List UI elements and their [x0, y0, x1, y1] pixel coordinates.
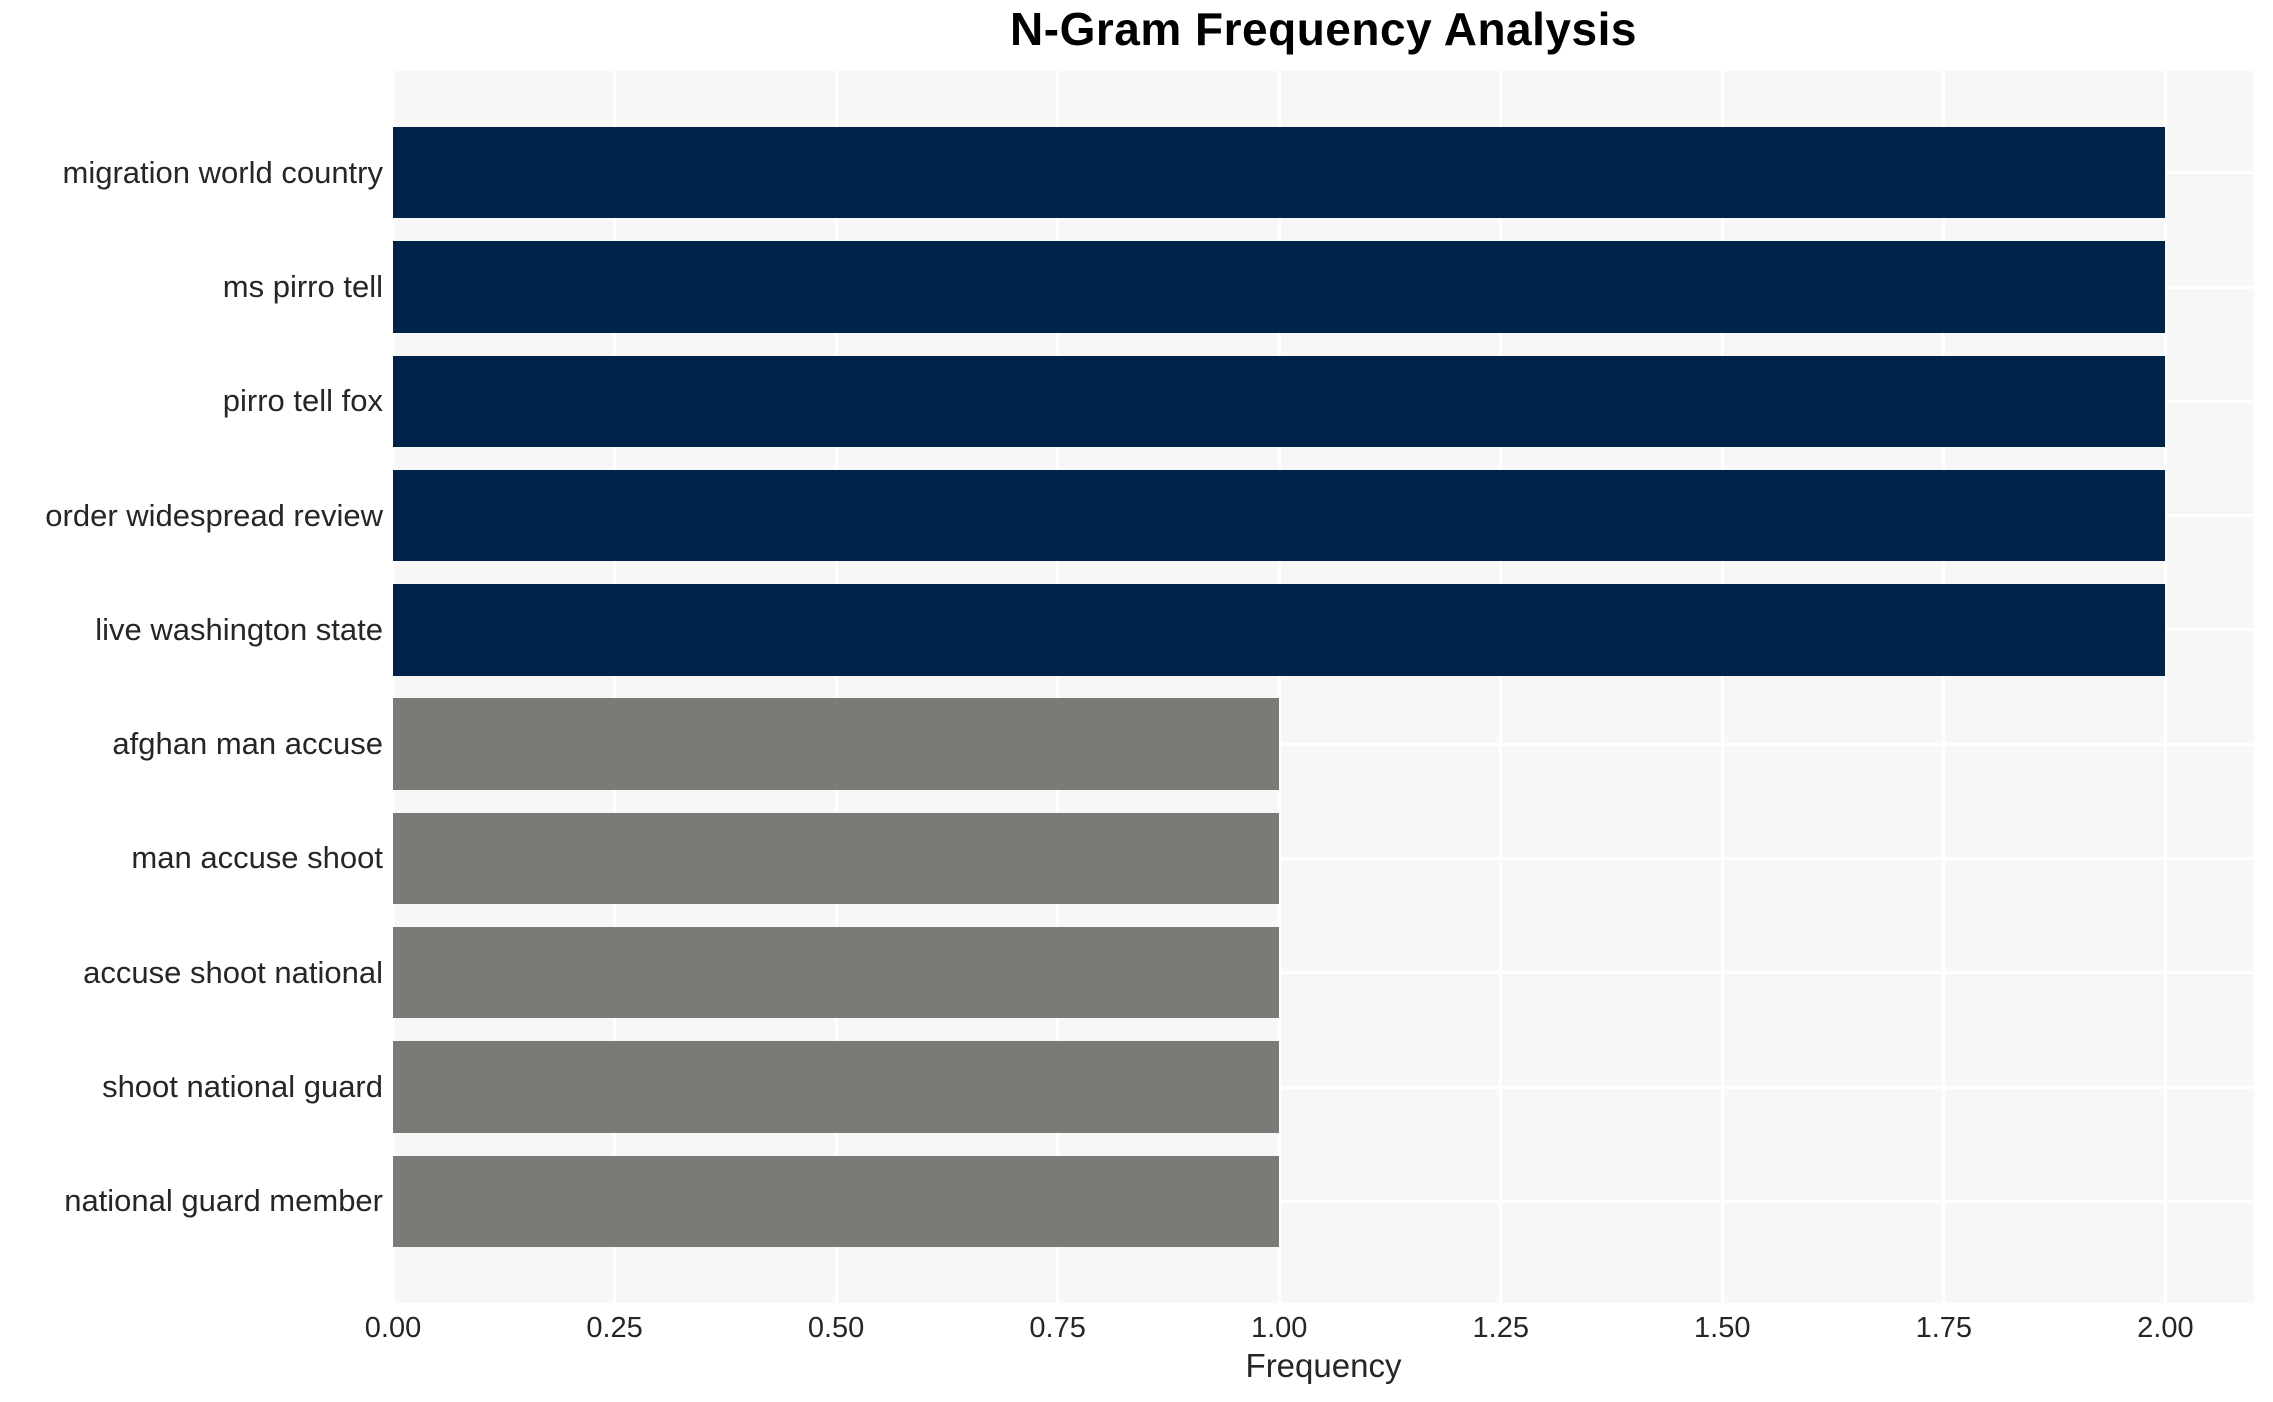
chart-title: N-Gram Frequency Analysis [1010, 3, 1637, 55]
bar [393, 469, 2166, 562]
x-axis-ticks: 0.00 0.25 0.50 0.75 1.00 1.25 1.50 1.75 2.00 [365, 1312, 2254, 1352]
y-tick-label: pirro tell fox [222, 383, 383, 419]
bar [393, 584, 2166, 676]
v-gridline [834, 71, 838, 1303]
v-gridline [1056, 71, 1060, 1303]
x-tick-label: 1.00 [1250, 1312, 1308, 1344]
h-gridline [393, 971, 2254, 975]
v-gridline [1499, 71, 1503, 1303]
x-tick-label: 0.25 [586, 1312, 643, 1344]
y-tick-label: shoot national guard [102, 1069, 383, 1104]
h-gridline [393, 742, 2254, 746]
v-gridline [1277, 71, 1281, 1303]
bar [393, 241, 2166, 333]
y-tick-label: national guard member [64, 1183, 383, 1219]
y-axis-labels: migration world country ms pirro tell pirr… [0, 71, 383, 1303]
bar [393, 1155, 1280, 1247]
bar [393, 698, 1280, 790]
bar [393, 355, 2166, 447]
y-tick-label: ms pirro tell [222, 269, 383, 304]
x-tick-label: 1.75 [1915, 1312, 1973, 1344]
y-tick-label: live washington state [95, 611, 383, 647]
y-tick-label: order widespread review [45, 497, 383, 533]
y-tick-label: accuse shoot national [83, 954, 383, 990]
y-tick-label: migration world country [62, 154, 383, 190]
y-tick-label: afghan man accuse [112, 726, 383, 762]
x-tick-label: 0.00 [364, 1312, 422, 1344]
bar [393, 812, 1280, 905]
x-tick-label: 0.50 [807, 1312, 865, 1344]
v-gridline [1942, 71, 1946, 1303]
x-tick-label: 1.25 [1472, 1312, 1529, 1344]
bar [393, 127, 2166, 219]
v-gridline [2163, 71, 2167, 1303]
v-gridline [613, 71, 617, 1303]
plot-area [391, 71, 2254, 1303]
y-tick-label: man accuse shoot [131, 840, 383, 876]
x-tick-label: 2.00 [2137, 1312, 2194, 1344]
v-gridline [391, 71, 395, 1303]
v-gridline [1720, 71, 1724, 1303]
x-tick-label: 1.50 [1694, 1312, 1751, 1344]
bar [393, 927, 1280, 1019]
h-gridline [393, 856, 2254, 860]
x-axis-label: Frequency [1245, 1347, 1402, 1384]
h-gridline [393, 1085, 2254, 1089]
bar [393, 1041, 1280, 1133]
x-tick-label: 0.75 [1029, 1312, 1086, 1344]
h-gridline [393, 1199, 2254, 1203]
